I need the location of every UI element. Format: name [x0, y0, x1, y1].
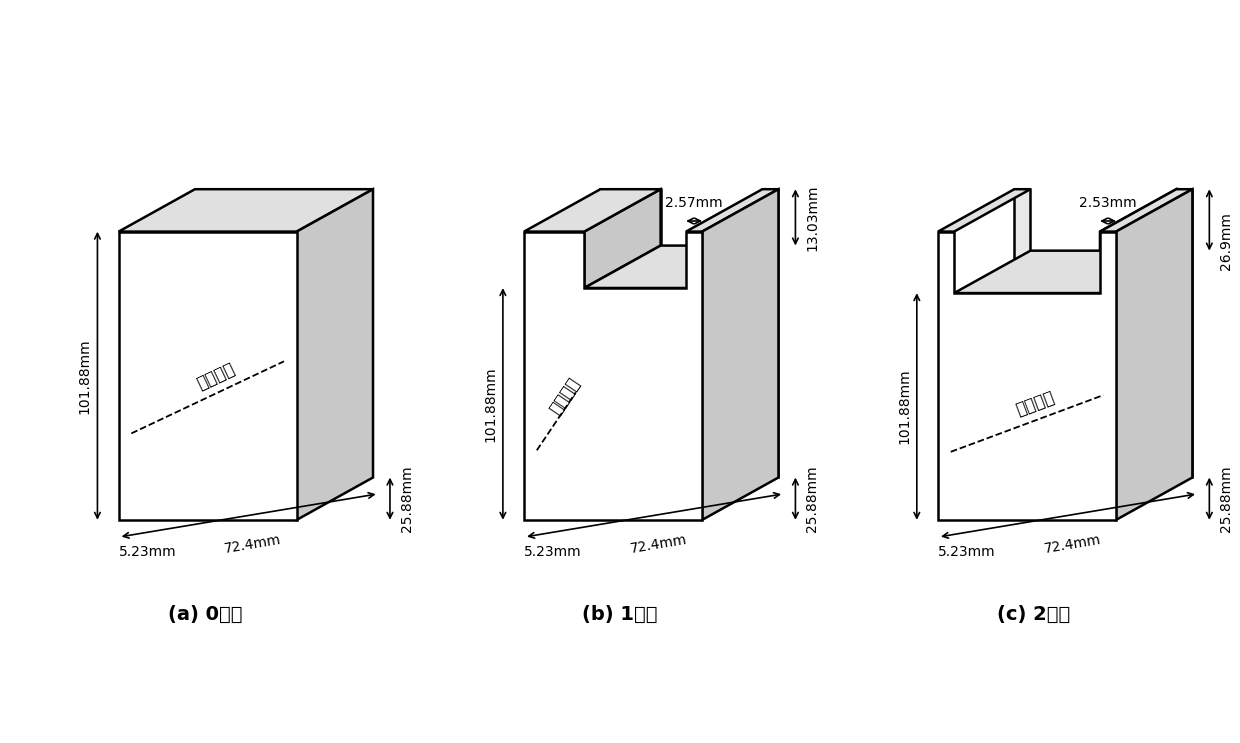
Polygon shape — [937, 189, 1030, 232]
Text: (c) 2阶段: (c) 2阶段 — [997, 605, 1070, 623]
Polygon shape — [954, 250, 1177, 293]
Polygon shape — [1116, 189, 1193, 520]
Polygon shape — [119, 232, 296, 520]
Polygon shape — [584, 189, 661, 288]
Text: 13.03mm: 13.03mm — [805, 184, 820, 250]
Polygon shape — [525, 189, 661, 232]
Polygon shape — [1100, 189, 1193, 232]
Text: 25.88mm: 25.88mm — [805, 465, 820, 532]
Polygon shape — [937, 232, 1116, 520]
Text: 夹持区域: 夹持区域 — [1013, 389, 1058, 419]
Polygon shape — [686, 189, 779, 232]
Polygon shape — [525, 232, 702, 520]
Text: 101.88mm: 101.88mm — [78, 338, 92, 414]
Polygon shape — [119, 189, 373, 232]
Text: (b) 1阶段: (b) 1阶段 — [582, 605, 657, 623]
Text: 5.23mm: 5.23mm — [937, 545, 996, 559]
Text: 25.88mm: 25.88mm — [1219, 465, 1234, 532]
Polygon shape — [702, 189, 779, 520]
Text: 5.23mm: 5.23mm — [525, 545, 582, 559]
Text: 夹持区域: 夹持区域 — [546, 374, 583, 417]
Text: 101.88mm: 101.88mm — [484, 366, 497, 442]
Text: 5.23mm: 5.23mm — [119, 545, 176, 559]
Text: 72.4mm: 72.4mm — [1043, 533, 1102, 556]
Text: 2.57mm: 2.57mm — [666, 196, 723, 210]
Polygon shape — [600, 189, 779, 478]
Polygon shape — [296, 189, 373, 520]
Text: 25.88mm: 25.88mm — [401, 465, 414, 532]
Text: 26.9mm: 26.9mm — [1219, 212, 1234, 270]
Text: 2.53mm: 2.53mm — [1079, 196, 1137, 210]
Polygon shape — [584, 246, 763, 288]
Text: 72.4mm: 72.4mm — [223, 533, 283, 556]
Text: (a) 0阶段: (a) 0阶段 — [169, 605, 243, 623]
Text: 101.88mm: 101.88mm — [897, 369, 911, 444]
Polygon shape — [1014, 189, 1193, 478]
Text: 夹持区域: 夹持区域 — [195, 360, 238, 393]
Text: 72.4mm: 72.4mm — [629, 533, 688, 556]
Polygon shape — [1100, 189, 1177, 293]
